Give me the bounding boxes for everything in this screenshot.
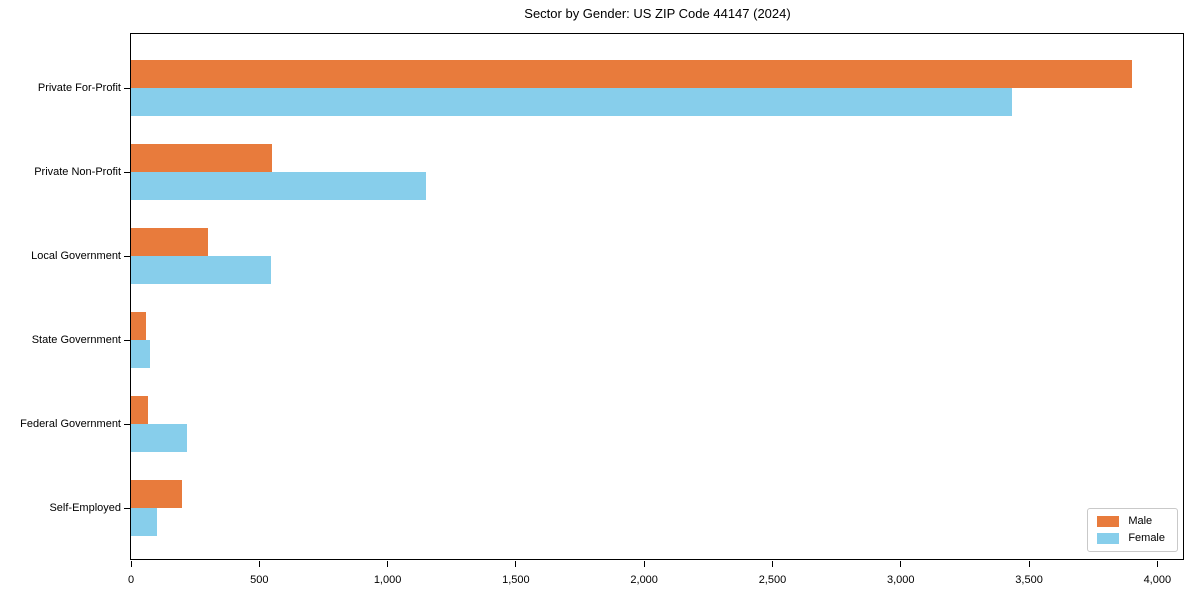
bar-female-4 bbox=[131, 424, 188, 452]
x-tick-mark-2 bbox=[387, 561, 389, 567]
y-tick-label-2: Local Government bbox=[31, 250, 121, 262]
bar-male-3 bbox=[131, 312, 147, 340]
y-tick-label-4: Federal Government bbox=[20, 418, 121, 430]
legend-label-male: Male bbox=[1128, 515, 1153, 527]
legend-entry-male: Male bbox=[1097, 516, 1165, 527]
y-tick-mark-5 bbox=[124, 508, 130, 509]
bar-male-1 bbox=[131, 144, 273, 172]
legend-swatch-female bbox=[1097, 533, 1120, 544]
x-tick-label-7: 3,500 bbox=[1015, 574, 1043, 586]
bar-female-1 bbox=[131, 172, 427, 200]
bar-male-4 bbox=[131, 396, 148, 424]
x-tick-mark-5 bbox=[771, 561, 773, 567]
plot-area: Private For-Profit Private Non-Profit Loca… bbox=[20, 33, 1184, 586]
y-tick-label-0: Private For-Profit bbox=[37, 82, 121, 94]
chart-title: Sector by Gender: US ZIP Code 44147 (202… bbox=[524, 6, 791, 21]
bar-female-0 bbox=[131, 88, 1013, 116]
y-tick-mark-3 bbox=[124, 340, 130, 341]
x-tick-mark-3 bbox=[515, 561, 517, 567]
x-tick-mark-0 bbox=[131, 561, 132, 567]
legend-swatch-male bbox=[1097, 516, 1120, 527]
y-tick-label-3: State Government bbox=[31, 334, 121, 346]
x-tick-label-5: 2,500 bbox=[758, 574, 787, 586]
x-tick-label-3: 1,500 bbox=[502, 574, 530, 586]
y-tick-label-1: Private Non-Profit bbox=[34, 166, 121, 178]
x-tick-mark-1 bbox=[258, 561, 260, 567]
x-tick-mark-7 bbox=[1028, 561, 1030, 567]
x-tick-mark-8 bbox=[1156, 561, 1158, 567]
x-tick-label-8: 4,000 bbox=[1143, 574, 1172, 586]
y-tick-mark-4 bbox=[124, 424, 130, 425]
y-tick-mark-2 bbox=[124, 256, 130, 257]
legend-entry-female: Female bbox=[1097, 533, 1165, 544]
x-tick-label-0: 0 bbox=[127, 574, 135, 586]
bar-male-2 bbox=[131, 228, 208, 256]
x-tick-mark-4 bbox=[643, 561, 645, 567]
bar-female-3 bbox=[131, 340, 151, 368]
y-tick-mark-0 bbox=[124, 88, 130, 89]
x-tick-label-2: 1,000 bbox=[373, 574, 402, 586]
x-tick-label-4: 2,000 bbox=[630, 574, 658, 586]
bar-male-5 bbox=[131, 480, 183, 508]
x-tick-mark-6 bbox=[900, 561, 902, 567]
legend: Male Female bbox=[1087, 508, 1178, 552]
bar-female-2 bbox=[131, 256, 271, 284]
x-tick-label-6: 3,000 bbox=[886, 574, 915, 586]
x-tick-label-1: 500 bbox=[250, 574, 269, 586]
legend-label-female: Female bbox=[1128, 532, 1165, 544]
bar-female-5 bbox=[131, 508, 157, 536]
y-tick-label-5: Self-Employed bbox=[49, 502, 121, 514]
y-tick-mark-1 bbox=[124, 172, 130, 173]
bar-male-0 bbox=[131, 60, 1132, 88]
